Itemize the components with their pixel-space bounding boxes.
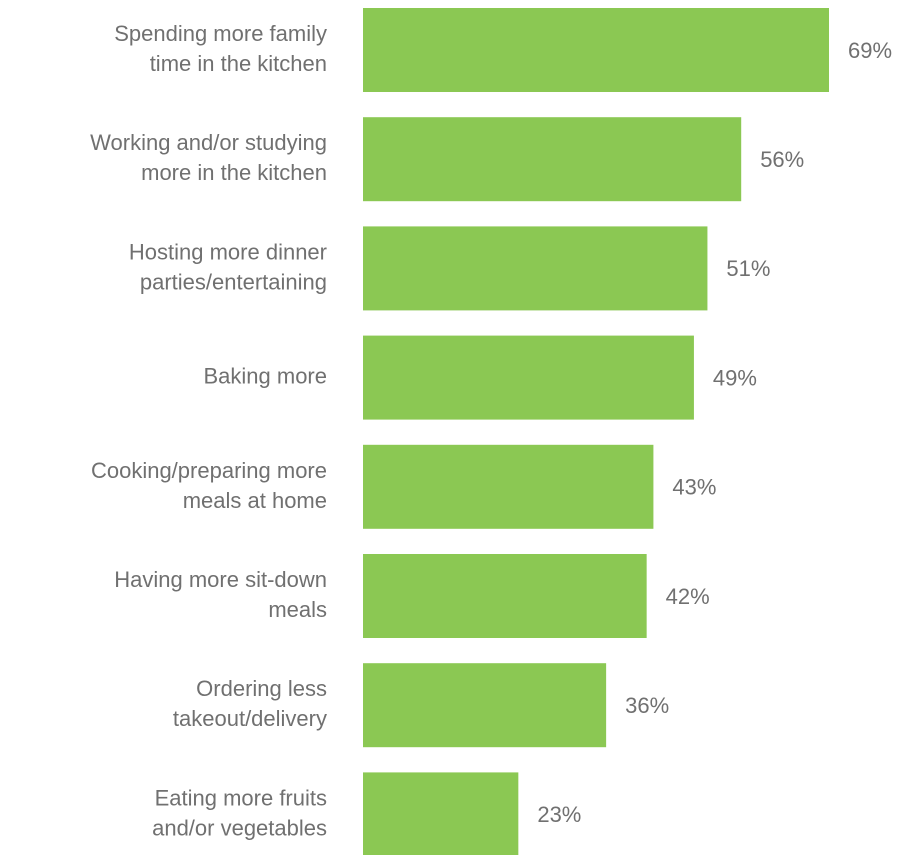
bar (363, 554, 647, 638)
bar (363, 226, 708, 311)
category-label: Working and/or studying more in the kitch… (90, 130, 327, 185)
value-label: 56% (760, 147, 804, 172)
category-label: Eating more fruits and/or vegetables (152, 785, 327, 840)
category-label: Cooking/preparing more meals at home (91, 458, 327, 513)
value-label: 51% (726, 256, 770, 281)
value-label: 49% (713, 365, 757, 390)
category-label: Ordering less takeout/delivery (173, 676, 327, 731)
bar (363, 444, 654, 529)
bar (363, 663, 607, 748)
category-label: Having more sit-down meals (114, 567, 327, 622)
category-label: Baking more (203, 363, 327, 388)
value-label: 69% (848, 38, 892, 63)
value-label: 43% (672, 475, 716, 500)
category-label: Hosting more dinner parties/entertaining (129, 239, 327, 294)
value-label: 36% (625, 693, 669, 718)
bar (363, 117, 742, 202)
value-label: 23% (537, 802, 581, 827)
category-label: Spending more family time in the kitchen (114, 21, 327, 76)
bar (363, 772, 519, 855)
value-label: 42% (666, 584, 710, 609)
bar (363, 335, 694, 420)
bar (363, 8, 829, 92)
